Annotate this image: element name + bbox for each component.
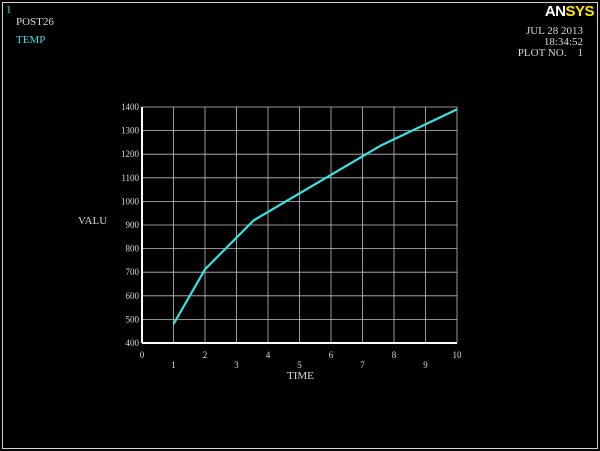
- x-axis-label: TIME: [287, 370, 314, 382]
- x-tick-label: 10: [453, 350, 463, 360]
- processor-label: POST26: [16, 16, 54, 28]
- y-tick-label: 1400: [121, 102, 140, 112]
- variable-legend: TEMP: [16, 34, 46, 46]
- y-tick-label: 1200: [121, 149, 140, 159]
- y-tick-label: 700: [126, 267, 140, 277]
- y-tick-label: 500: [126, 314, 140, 324]
- x-tick-label: 1: [171, 360, 176, 370]
- plot-number: PLOT NO. 1: [517, 47, 583, 59]
- y-tick-label: 1300: [121, 126, 140, 136]
- series-line: [172, 108, 458, 325]
- x-tick-label: 6: [329, 350, 334, 360]
- x-tick-label: 0: [140, 350, 145, 360]
- window-number: 1: [6, 4, 12, 16]
- x-tick-label: 8: [392, 350, 397, 360]
- x-tick-label: 7: [360, 360, 365, 370]
- y-tick-label: 1100: [121, 173, 139, 183]
- y-tick-label: 900: [126, 220, 140, 230]
- y-tick-label: 400: [126, 338, 140, 348]
- x-tick-label: 5: [297, 360, 302, 370]
- x-tick-label: 2: [203, 350, 208, 360]
- x-tick-label: 9: [423, 360, 428, 370]
- y-tick-label: 1000: [121, 196, 140, 206]
- ansys-logo: ANSYS: [544, 3, 595, 20]
- y-tick-label: 800: [126, 244, 140, 254]
- plot-time: 18:34:52: [543, 36, 583, 48]
- plot-date: JUL 28 2013: [525, 25, 583, 37]
- y-axis-label: VALU: [78, 215, 108, 227]
- x-tick-label: 3: [234, 360, 239, 370]
- x-tick-label: 4: [266, 350, 271, 360]
- y-tick-label: 600: [126, 291, 140, 301]
